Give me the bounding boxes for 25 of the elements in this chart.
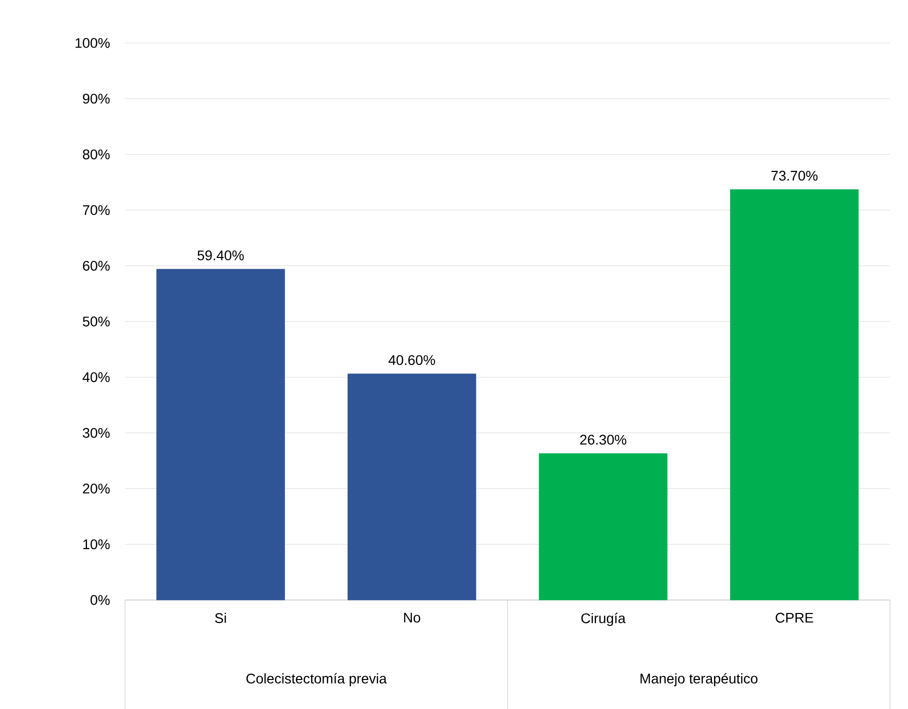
bar bbox=[156, 268, 285, 600]
y-tick-label: 100% bbox=[76, 38, 110, 48]
y-tick-label: 80% bbox=[82, 149, 110, 160]
text: Manejo terapéutico bbox=[640, 673, 758, 686]
y-tick-label: 20% bbox=[82, 484, 110, 494]
x-tick-label: Si bbox=[215, 612, 226, 624]
x-tick-label: No bbox=[404, 612, 420, 623]
data-label: 40.60% bbox=[388, 355, 436, 366]
y-tick-label: 40% bbox=[82, 372, 110, 382]
x-tick-label: CPRE bbox=[776, 612, 814, 623]
bar bbox=[730, 189, 859, 600]
data-label: 26.30% bbox=[580, 434, 626, 445]
data-label: 73.70% bbox=[771, 170, 818, 181]
y-tick-label: 30% bbox=[82, 428, 110, 438]
text: Colecistectomía previa bbox=[246, 673, 387, 686]
x-tick-label: Cirugía bbox=[581, 612, 626, 626]
y-tick-label: 60% bbox=[82, 260, 110, 271]
data-label: 59.40% bbox=[198, 250, 244, 260]
y-tick-label: 10% bbox=[83, 539, 110, 550]
y-tick-label: 0% bbox=[90, 595, 110, 605]
bar bbox=[348, 374, 476, 600]
y-tick-label: 50% bbox=[82, 316, 110, 326]
y-tick-label: 70% bbox=[82, 205, 110, 216]
y-tick-label: 90% bbox=[82, 94, 110, 104]
bar bbox=[538, 453, 668, 600]
